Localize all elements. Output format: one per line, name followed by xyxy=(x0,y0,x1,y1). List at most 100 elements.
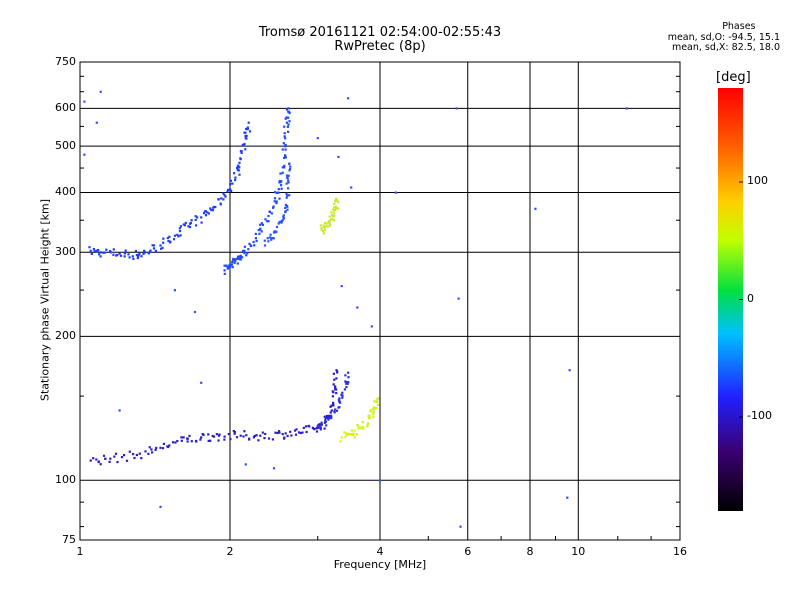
data-point xyxy=(168,235,171,238)
data-point xyxy=(89,459,92,462)
data-point xyxy=(330,417,333,420)
data-point xyxy=(238,258,241,261)
data-point xyxy=(356,306,359,309)
data-point xyxy=(135,453,138,457)
data-point xyxy=(283,156,286,159)
data-point xyxy=(299,431,302,435)
data-point xyxy=(188,434,191,437)
data-point xyxy=(114,452,118,455)
data-point xyxy=(234,258,237,261)
data-point xyxy=(332,401,335,404)
data-point xyxy=(288,162,291,166)
data-point xyxy=(222,198,225,201)
data-point xyxy=(246,126,249,129)
data-point xyxy=(282,214,285,217)
data-point xyxy=(237,257,240,260)
data-point xyxy=(281,166,284,169)
data-point xyxy=(332,383,335,386)
data-point xyxy=(297,431,301,434)
data-point xyxy=(213,205,216,208)
data-point xyxy=(323,427,326,430)
data-point xyxy=(275,231,278,234)
data-point xyxy=(155,446,158,449)
data-point xyxy=(239,434,242,437)
data-point xyxy=(243,249,246,252)
data-point xyxy=(243,430,246,433)
data-point xyxy=(118,409,121,412)
data-point xyxy=(368,416,371,419)
data-point xyxy=(353,436,356,439)
data-point xyxy=(99,463,102,466)
data-point xyxy=(280,221,283,224)
data-point xyxy=(350,186,353,189)
data-point xyxy=(211,434,214,438)
data-point xyxy=(287,181,290,184)
data-point xyxy=(325,424,328,427)
data-point xyxy=(332,391,335,394)
data-point xyxy=(132,257,135,260)
data-point xyxy=(247,248,250,251)
data-point xyxy=(137,255,140,258)
data-point xyxy=(147,252,151,255)
data-point xyxy=(362,427,365,430)
data-point xyxy=(154,249,157,252)
data-point xyxy=(337,201,340,204)
data-point xyxy=(339,440,342,443)
data-point xyxy=(109,251,112,254)
data-point xyxy=(138,452,141,455)
data-point xyxy=(266,220,269,223)
data-point xyxy=(264,218,267,221)
data-point xyxy=(140,457,143,460)
data-point xyxy=(347,97,350,100)
data-point xyxy=(274,431,277,434)
data-point xyxy=(281,171,284,174)
data-point xyxy=(223,194,226,197)
data-point xyxy=(356,424,359,427)
data-point xyxy=(245,134,248,137)
data-point xyxy=(288,169,291,172)
data-point xyxy=(161,246,164,249)
data-point xyxy=(282,215,285,218)
data-point xyxy=(171,441,175,444)
data-point xyxy=(199,438,202,441)
data-point xyxy=(240,150,243,153)
data-point xyxy=(334,385,337,388)
data-point xyxy=(332,372,335,375)
data-point xyxy=(318,423,321,426)
data-point xyxy=(332,208,336,211)
data-point xyxy=(285,196,288,199)
data-point xyxy=(278,431,281,434)
data-point xyxy=(229,437,232,441)
data-point xyxy=(254,237,257,240)
data-point xyxy=(195,440,198,443)
data-point xyxy=(284,145,287,148)
data-point xyxy=(287,179,290,183)
data-point xyxy=(343,388,346,391)
data-point xyxy=(345,382,348,385)
data-point xyxy=(245,254,248,257)
data-point xyxy=(273,191,277,194)
data-point xyxy=(177,235,180,238)
data-point xyxy=(319,224,322,227)
data-point xyxy=(223,264,226,267)
data-point xyxy=(341,396,344,399)
data-point xyxy=(247,121,250,124)
data-point xyxy=(209,207,212,210)
data-point xyxy=(355,433,358,436)
data-point xyxy=(203,210,206,213)
data-point xyxy=(212,435,216,438)
data-point xyxy=(248,437,251,440)
data-point xyxy=(277,430,281,433)
data-point xyxy=(180,439,183,442)
data-point xyxy=(243,252,246,255)
data-point xyxy=(341,391,344,394)
data-point xyxy=(285,174,289,177)
data-point xyxy=(338,397,341,400)
x-tick-label: 10 xyxy=(571,545,586,558)
y-axis-label: Stationary phase Virtual Height [km] xyxy=(38,198,52,402)
data-point xyxy=(280,187,283,190)
data-point xyxy=(252,436,255,439)
data-point xyxy=(275,202,278,205)
data-point xyxy=(333,410,336,413)
data-point xyxy=(323,415,326,419)
